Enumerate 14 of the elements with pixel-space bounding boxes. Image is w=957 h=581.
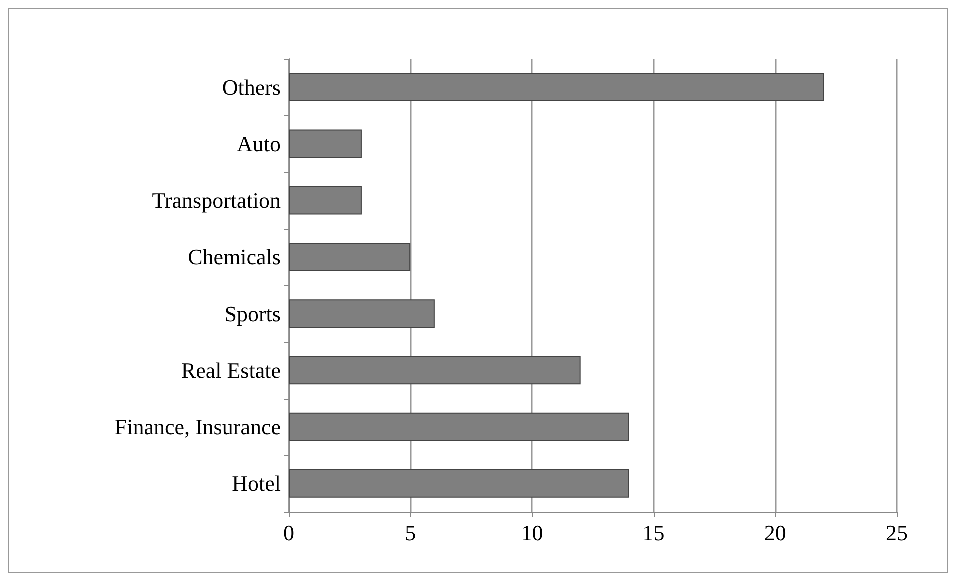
x-tick-label: 25 bbox=[886, 520, 908, 546]
x-tick-label: 10 bbox=[521, 520, 544, 546]
y-tick-label: Sports bbox=[224, 301, 281, 326]
y-tick-label: Chemicals bbox=[188, 244, 281, 270]
y-tick-label: Transportation bbox=[152, 188, 281, 214]
y-tick-label: Others bbox=[222, 74, 281, 100]
y-tick-label: Real Estate bbox=[181, 358, 281, 383]
x-tick-label: 15 bbox=[642, 520, 665, 546]
y-tick-label: Auto bbox=[237, 131, 281, 156]
x-tick-label: 0 bbox=[284, 520, 294, 546]
x-tick-label: 5 bbox=[405, 520, 416, 546]
y-tick-label: Finance, Insurance bbox=[114, 414, 281, 440]
y-tick-label: Hotel bbox=[232, 471, 281, 496]
x-tick-label: 20 bbox=[764, 520, 786, 546]
